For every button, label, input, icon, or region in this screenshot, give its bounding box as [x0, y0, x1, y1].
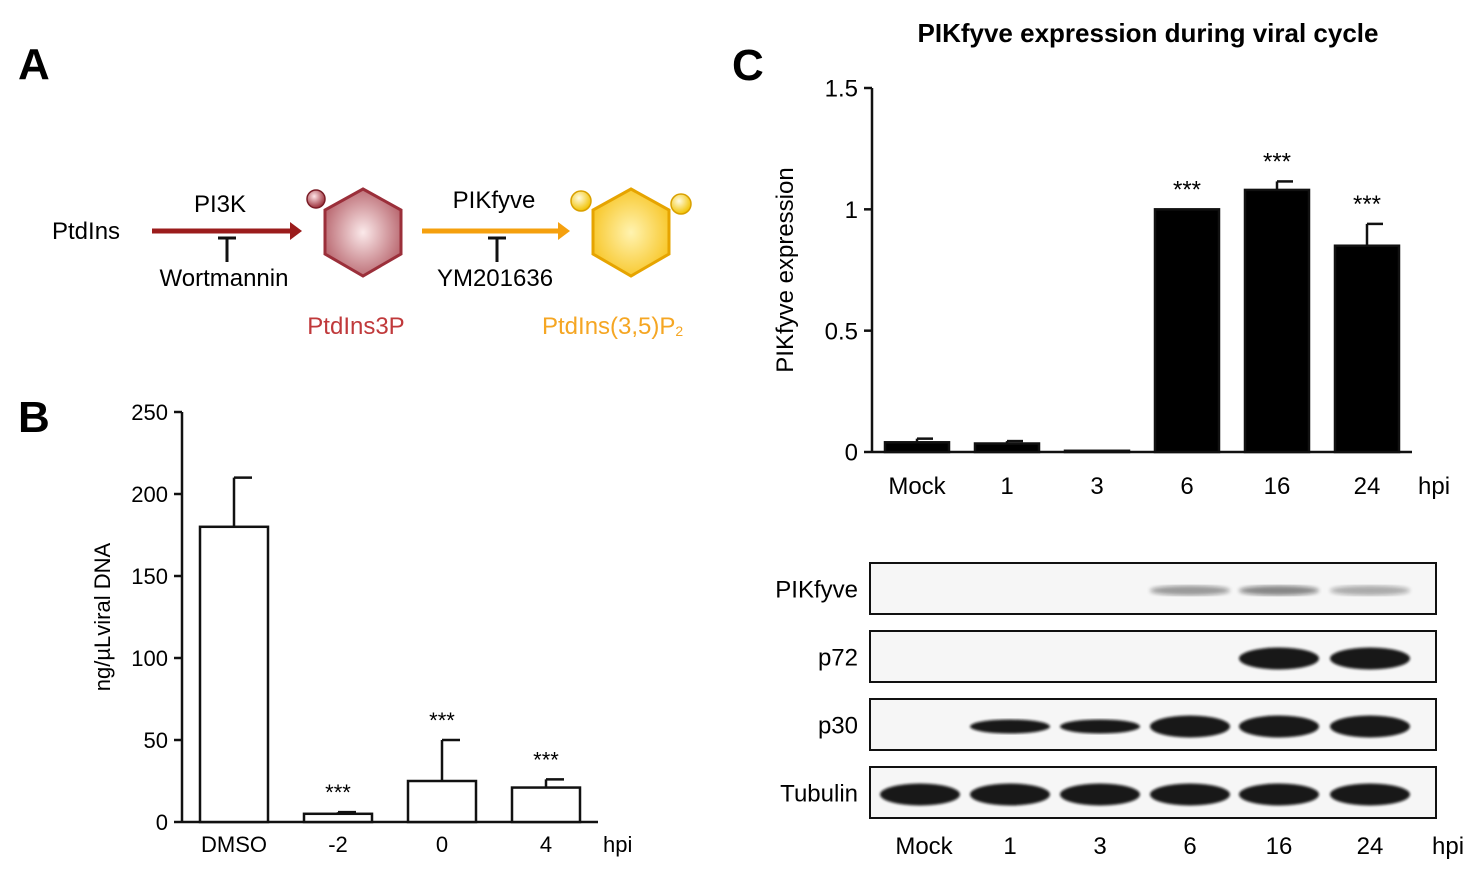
y-tick-label: 250 — [131, 400, 168, 425]
panel-label-b: B — [18, 393, 50, 442]
bar — [510, 786, 582, 824]
blot-lane-label: 6 — [1183, 833, 1196, 860]
pathway-diagram: PtdIns PI3K Wortmannin PtdIns3P PIKfyve … — [52, 187, 692, 340]
bar — [406, 779, 478, 824]
phosphate-ball-5-yellow — [670, 193, 692, 215]
x-category-label: 0 — [436, 832, 448, 857]
x-category-label: 24 — [1354, 473, 1381, 500]
bar — [1153, 208, 1221, 454]
hexagon-ptdins3p — [323, 187, 403, 278]
product1-label: PtdIns3P — [307, 313, 404, 340]
blot-row-label: p72 — [818, 645, 858, 672]
chart-b: 0 50 100 150 200 250 DMSO *** -2 *** 0 *** 4 hpi ng/µL… — [90, 400, 632, 857]
blot-band — [970, 719, 1050, 734]
bar — [1333, 244, 1401, 454]
bar — [973, 442, 1041, 454]
blot-band — [1150, 585, 1230, 596]
phosphate-ball-3 — [306, 189, 326, 209]
bar — [1063, 449, 1131, 454]
x-category-label: DMSO — [201, 832, 267, 857]
product2-main: PtdIns(3,5)P — [542, 313, 675, 340]
blot-row-label: PIKfyve — [775, 577, 858, 604]
blot-row-label: p30 — [818, 713, 858, 740]
y-tick-label: 100 — [131, 646, 168, 671]
blot-band — [1239, 647, 1319, 670]
blot-lane-label: 3 — [1093, 833, 1106, 860]
y-tick-label: 200 — [131, 482, 168, 507]
blot-band — [1330, 647, 1410, 670]
western-blot: PIKfyve p72 p30 Tubulin Mock 1 3 6 16 24 hpi — [775, 562, 1464, 860]
panel-label-c: C — [732, 41, 764, 90]
blot-row-label: Tubulin — [780, 781, 858, 808]
y-axis-label: PIKfyve expression — [772, 167, 799, 372]
y-tick-label: 1 — [845, 197, 858, 224]
y-tick-label: 1.5 — [825, 76, 858, 103]
chart-title: PIKfyve expression during viral cycle — [918, 18, 1379, 48]
enzyme1-label: PI3K — [194, 191, 246, 218]
blot-band — [880, 783, 960, 806]
y-tick-label: 150 — [131, 564, 168, 589]
blot-band — [970, 783, 1050, 806]
significance-label: *** — [1353, 191, 1381, 218]
bar — [1243, 188, 1311, 454]
phosphate-ball-3-yellow — [570, 190, 592, 212]
blot-band — [1330, 585, 1410, 596]
y-axis-label: ng/µLviral DNA — [90, 542, 115, 691]
x-category-label: 6 — [1180, 473, 1193, 500]
blot-lane-label: 1 — [1003, 833, 1016, 860]
bar — [883, 441, 951, 454]
blot-band — [1239, 783, 1319, 806]
blot-lane-label: Mock — [895, 833, 953, 860]
product2-label: PtdIns(3,5)P2 — [542, 313, 683, 340]
blot-band — [1060, 719, 1140, 734]
x-axis-label: hpi — [1418, 473, 1450, 500]
x-axis-label: hpi — [603, 832, 632, 857]
arrowhead-step2 — [558, 222, 570, 240]
arrowhead-step1 — [290, 222, 302, 240]
x-category-label: Mock — [888, 473, 946, 500]
significance-label: *** — [325, 780, 351, 805]
blot-x-axis-label: hpi — [1432, 833, 1464, 860]
y-tick-label: 0.5 — [825, 318, 858, 345]
blot-lane-label: 16 — [1266, 833, 1293, 860]
x-category-label: 1 — [1000, 473, 1013, 500]
significance-label: *** — [1263, 148, 1291, 175]
blot-band — [1330, 715, 1410, 738]
y-tick-label: 0 — [845, 440, 858, 467]
bar — [302, 812, 374, 824]
blot-band — [1239, 585, 1319, 596]
significance-label: *** — [533, 747, 559, 772]
hexagon-ptdins35p2 — [591, 187, 671, 278]
x-category-label: -2 — [328, 832, 348, 857]
blot-band — [1330, 783, 1410, 806]
inhibitor1-label: Wortmannin — [160, 265, 289, 292]
blot-band — [1150, 715, 1230, 738]
blot-band — [1150, 783, 1230, 806]
panel-label-a: A — [18, 40, 50, 89]
blot-band — [1060, 783, 1140, 806]
pathway-substrate: PtdIns — [52, 218, 120, 245]
product2-subscript: 2 — [675, 323, 683, 339]
y-tick-label: 50 — [144, 728, 168, 753]
blot-lane-label: 24 — [1357, 833, 1384, 860]
chart-c: 0 0.5 1 1.5 Mock 1 3 *** 6 *** 16 *** 24 hpi PIKfyve e… — [772, 18, 1450, 500]
x-category-label: 4 — [540, 832, 552, 857]
blot-band — [1239, 715, 1319, 738]
x-category-label: 3 — [1090, 473, 1103, 500]
bar — [198, 525, 270, 824]
significance-label: *** — [429, 708, 455, 733]
inhibitor2-label: YM201636 — [437, 265, 553, 292]
enzyme2-label: PIKfyve — [453, 187, 536, 214]
x-category-label: 16 — [1264, 473, 1291, 500]
significance-label: *** — [1173, 176, 1201, 203]
y-tick-label: 0 — [156, 810, 168, 835]
